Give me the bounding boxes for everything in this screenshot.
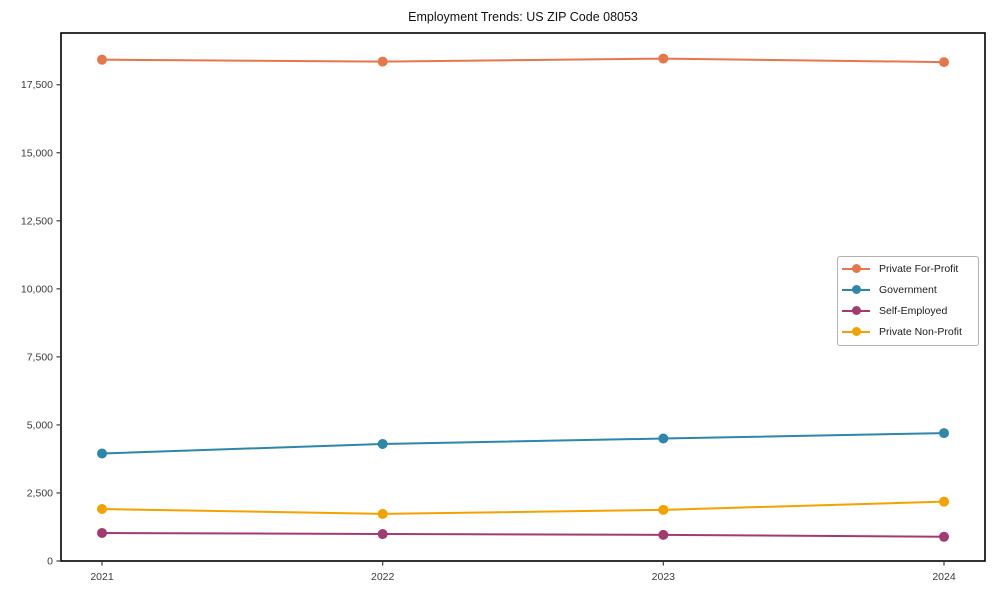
data-point-self-employed-2024 <box>939 531 949 542</box>
chart-title: Employment Trends: US ZIP Code 08053 <box>408 10 638 24</box>
legend-item-self-employed: Self-Employed <box>842 300 974 321</box>
y-tick-label: 10,000 <box>21 283 53 295</box>
data-point-self-employed-2023 <box>658 529 669 540</box>
data-point-self-employed-2022 <box>377 529 388 540</box>
legend-swatch-icon <box>842 285 870 295</box>
legend-item-private-non-profit: Private Non-Profit <box>842 321 974 342</box>
series-line-self-employed <box>101 531 945 538</box>
data-point-government-2022 <box>377 438 388 449</box>
y-tick-label: 12,500 <box>21 215 53 227</box>
data-point-private-for-profit-2021 <box>97 54 107 65</box>
legend-swatch-icon <box>842 306 870 316</box>
x-tick-label: 2022 <box>371 571 395 583</box>
data-point-private-for-profit-2023 <box>658 53 669 64</box>
legend-label: Self-Employed <box>879 304 948 317</box>
y-tick-label: 7,500 <box>27 351 53 363</box>
plot-border <box>60 32 986 562</box>
legend-label: Private For-Profit <box>879 262 959 275</box>
y-tick-label: 0 <box>47 556 53 568</box>
data-point-private-non-profit-2023 <box>658 504 669 515</box>
legend: Private For-Profit Government Self-Emplo… <box>837 256 979 346</box>
data-point-government-2023 <box>658 433 669 444</box>
data-point-private-for-profit-2024 <box>939 57 949 68</box>
data-point-private-non-profit-2024 <box>939 496 949 507</box>
series-line-government <box>101 432 945 455</box>
data-point-government-2024 <box>939 428 949 439</box>
x-tick-label: 2021 <box>90 571 114 583</box>
legend-swatch-icon <box>842 327 870 337</box>
legend-swatch-icon <box>842 264 870 274</box>
y-tick-label: 15,000 <box>21 147 53 159</box>
legend-item-private-for-profit: Private For-Profit <box>842 258 974 279</box>
x-tick-label: 2023 <box>652 571 676 583</box>
legend-label: Private Non-Profit <box>879 325 962 338</box>
data-point-private-non-profit-2022 <box>377 508 388 519</box>
legend-item-government: Government <box>842 279 974 300</box>
y-tick-label: 5,000 <box>27 419 53 431</box>
legend-label: Government <box>879 283 937 296</box>
data-point-private-non-profit-2021 <box>97 504 107 515</box>
series-line-private-for-profit <box>101 57 945 64</box>
data-point-self-employed-2021 <box>97 527 107 538</box>
x-tick-label: 2024 <box>932 571 956 583</box>
series-line-private-non-profit <box>101 500 945 515</box>
y-tick-label: 2,500 <box>27 487 53 499</box>
data-point-government-2021 <box>97 448 107 459</box>
y-tick-label: 17,500 <box>21 79 53 91</box>
data-point-private-for-profit-2022 <box>377 56 388 67</box>
